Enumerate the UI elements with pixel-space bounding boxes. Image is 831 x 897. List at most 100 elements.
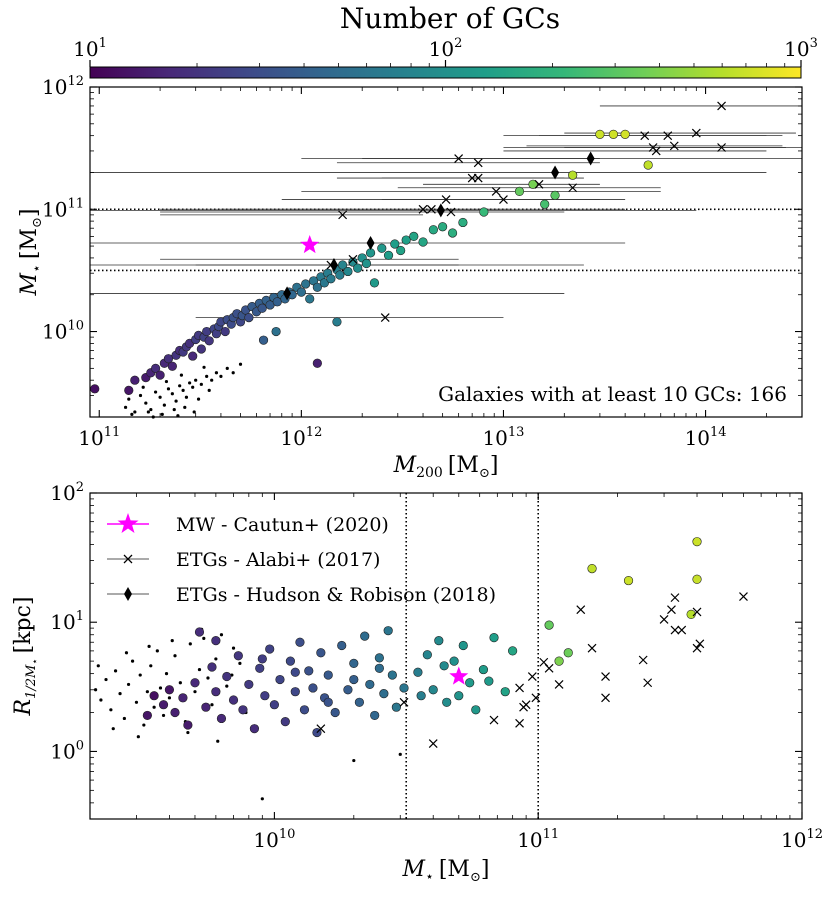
top-annotation-box: Galaxies with at least 10 GCs: 166	[411, 378, 792, 410]
galaxy-point	[540, 199, 550, 209]
legend-entry-mw: MW - Cautun+ (2020)	[107, 513, 389, 536]
galaxy-point	[220, 326, 230, 337]
galaxy-point	[428, 225, 438, 235]
simulation-dot	[178, 384, 182, 388]
colorbar-tick-label: 103	[784, 36, 818, 61]
galaxy-point	[290, 687, 300, 697]
galaxy-point	[387, 670, 397, 680]
simulation-dot	[179, 373, 184, 377]
galaxy-point	[418, 237, 428, 247]
top-xtick-label: 1012	[280, 425, 322, 450]
simulation-dot	[96, 664, 100, 668]
galaxy-point	[471, 705, 481, 715]
alabi-etg-point	[691, 128, 701, 138]
galaxy-point	[332, 317, 342, 327]
simulation-dot	[197, 667, 202, 672]
colorbar-tick-label: 101	[73, 36, 107, 61]
galaxy-point	[167, 361, 177, 371]
galaxy-point	[255, 663, 265, 673]
simulation-dot	[194, 378, 198, 382]
simulation-dot	[118, 692, 122, 696]
simulation-dot	[352, 758, 356, 763]
bottom-panel: 1010 1011 1012 100 101 102 MW - Cautun+ (2020…	[11, 480, 823, 885]
hudson-etg-point	[436, 203, 445, 218]
top-axes-frame	[89, 86, 803, 418]
simulation-dot	[231, 646, 236, 650]
alabi-etg-point	[534, 179, 544, 189]
galaxy-point	[478, 664, 489, 675]
galaxy-point	[554, 656, 564, 666]
simulation-dot	[142, 723, 146, 727]
galaxy-point	[271, 326, 281, 337]
simulation-dot	[202, 365, 206, 369]
galaxy-point	[301, 279, 311, 289]
alabi-etg-point	[601, 693, 610, 703]
simulation-dot	[188, 381, 192, 385]
galaxy-point	[299, 705, 310, 715]
galaxy-point	[296, 287, 306, 297]
galaxy-point	[620, 129, 630, 139]
simulation-dot	[225, 366, 229, 370]
simulation-dot	[155, 649, 159, 653]
simulation-dot	[206, 676, 210, 680]
simulation-dot	[158, 395, 162, 399]
galaxy-point	[563, 648, 573, 658]
simulation-dot	[152, 705, 156, 709]
alabi-etg-point	[587, 643, 597, 653]
galaxy-point	[365, 679, 375, 690]
galaxy-point	[409, 231, 419, 241]
galaxy-point	[163, 354, 174, 364]
alabi-etg-point	[663, 131, 673, 141]
legend-diamond-icon	[124, 587, 132, 601]
galaxy-point	[348, 257, 358, 267]
simulation-dot	[210, 703, 214, 707]
alabi-etg-point	[670, 593, 680, 603]
galaxy-point	[438, 222, 448, 232]
top-panel: 1011 1012 1013 1014 1010 1011 1012 Galaxies wi…	[17, 74, 803, 481]
simulation-dot	[216, 739, 220, 743]
simulation-dot	[153, 390, 158, 394]
top-xlabel: M200 [M⊙]	[393, 453, 499, 481]
galaxy-point	[150, 363, 161, 373]
simulation-dot	[162, 403, 166, 407]
galaxy-point	[692, 537, 702, 547]
simulation-dot	[181, 388, 185, 393]
simulation-dot	[191, 385, 195, 389]
galaxy-point	[222, 671, 232, 682]
simulation-dot	[164, 672, 169, 676]
galaxy-point	[238, 705, 248, 715]
galaxy-point	[319, 278, 329, 288]
alabi-etg-point	[338, 210, 348, 220]
alabi-etg-point	[717, 101, 726, 111]
galaxy-point	[353, 263, 363, 273]
simulation-dot	[144, 401, 148, 405]
galaxy-point	[595, 129, 605, 139]
alabi-etg-point	[491, 186, 501, 196]
galaxy-point	[369, 278, 380, 288]
galaxy-point	[338, 260, 348, 270]
galaxy-point	[343, 266, 353, 277]
galaxy-point	[258, 335, 269, 345]
galaxy-point	[233, 651, 243, 661]
galaxy-point	[295, 637, 305, 647]
alabi-etg-point	[473, 173, 483, 183]
simulation-dot	[93, 688, 98, 692]
simulation-dot	[172, 407, 176, 412]
galaxy-point	[142, 710, 152, 721]
simulation-dot	[173, 654, 177, 658]
simulation-dot	[210, 378, 214, 382]
alabi-etg-point	[554, 680, 564, 689]
top-plot-area	[90, 101, 802, 419]
simulation-dot	[126, 682, 131, 687]
galaxy-point	[149, 691, 159, 701]
simulation-dot	[192, 410, 196, 414]
simulation-dot	[149, 407, 153, 412]
galaxy-point	[422, 650, 432, 660]
bottom-ytick-label: 101	[50, 609, 84, 634]
simulation-dot	[138, 673, 142, 677]
alabi-etg-point	[499, 195, 508, 205]
colorbar-label: Number of GCs	[340, 2, 560, 35]
simulation-dot	[170, 392, 174, 396]
simulation-dot	[214, 371, 219, 375]
legend-label-mw: MW - Cautun+ (2020)	[176, 514, 389, 536]
